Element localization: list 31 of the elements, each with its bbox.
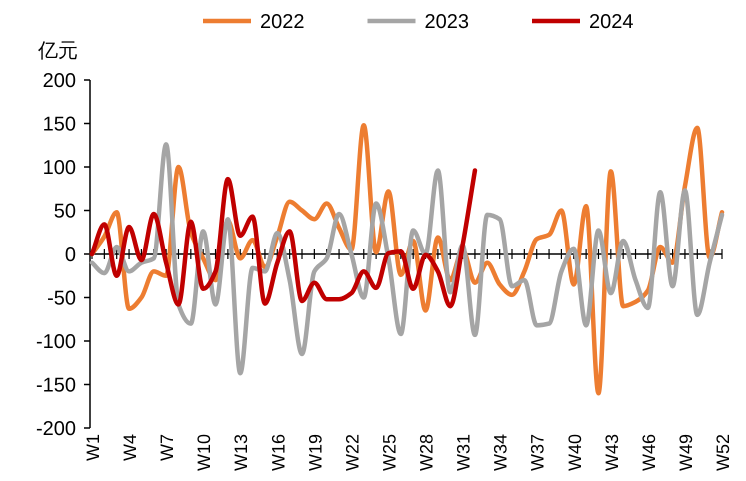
x-tick-label: W37 [528, 434, 548, 472]
legend-label: 2022 [260, 11, 304, 33]
x-tick-label: W10 [194, 434, 214, 472]
y-tick-label: 150 [42, 114, 76, 136]
y-tick-label: -200 [36, 418, 76, 440]
y-tick-label: 50 [54, 200, 76, 222]
y-tick-label: 100 [42, 157, 76, 179]
x-tick-label: W34 [490, 434, 511, 472]
y-tick-label: -150 [36, 374, 76, 396]
x-tick-label: W4 [120, 434, 140, 461]
x-tick-label: W7 [157, 434, 178, 461]
x-tick-label: W46 [638, 434, 659, 472]
x-tick-label: W49 [676, 434, 696, 472]
x-tick-label: W25 [379, 434, 400, 472]
x-tick-label: W52 [713, 434, 733, 472]
x-tick-label: W19 [305, 434, 326, 472]
legend-label: 2023 [424, 11, 469, 33]
x-tick-label: W43 [602, 434, 622, 472]
y-tick-label: 200 [42, 70, 76, 92]
x-tick-label: W1 [83, 434, 103, 461]
y-tick-label: -50 [47, 288, 76, 310]
y-tick-label: 0 [64, 244, 76, 266]
x-tick-label: W22 [342, 434, 362, 472]
x-tick-label: W16 [268, 434, 288, 472]
y-tick-label: -100 [36, 331, 76, 353]
x-tick-label: W40 [564, 434, 585, 472]
legend-label: 2024 [589, 11, 634, 33]
x-tick-label: W28 [416, 434, 437, 472]
x-tick-label: W31 [454, 434, 474, 472]
y-axis-title: 亿元 [37, 40, 78, 62]
x-tick-label: W13 [231, 434, 252, 472]
